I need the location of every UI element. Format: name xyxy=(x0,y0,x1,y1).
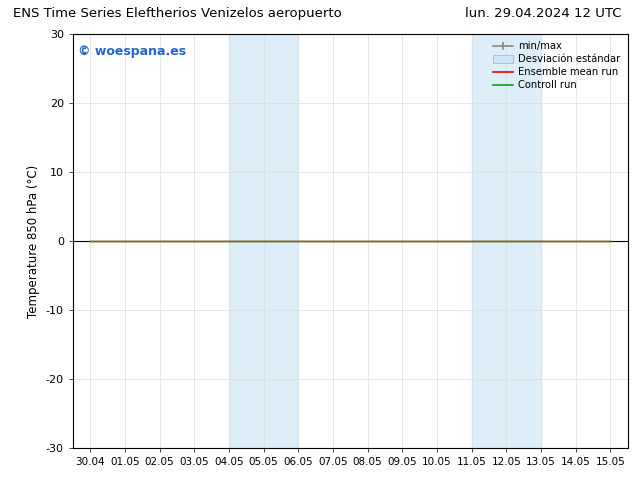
Legend: min/max, Desviación estándar, Ensemble mean run, Controll run: min/max, Desviación estándar, Ensemble m… xyxy=(489,37,624,94)
Bar xyxy=(229,34,298,448)
Text: ENS Time Series Eleftherios Venizelos aeropuerto: ENS Time Series Eleftherios Venizelos ae… xyxy=(13,7,342,21)
Text: lun. 29.04.2024 12 UTC: lun. 29.04.2024 12 UTC xyxy=(465,7,621,21)
Bar xyxy=(472,34,541,448)
Y-axis label: Temperature 850 hPa (°C): Temperature 850 hPa (°C) xyxy=(27,165,40,318)
Text: © woespana.es: © woespana.es xyxy=(79,45,186,58)
